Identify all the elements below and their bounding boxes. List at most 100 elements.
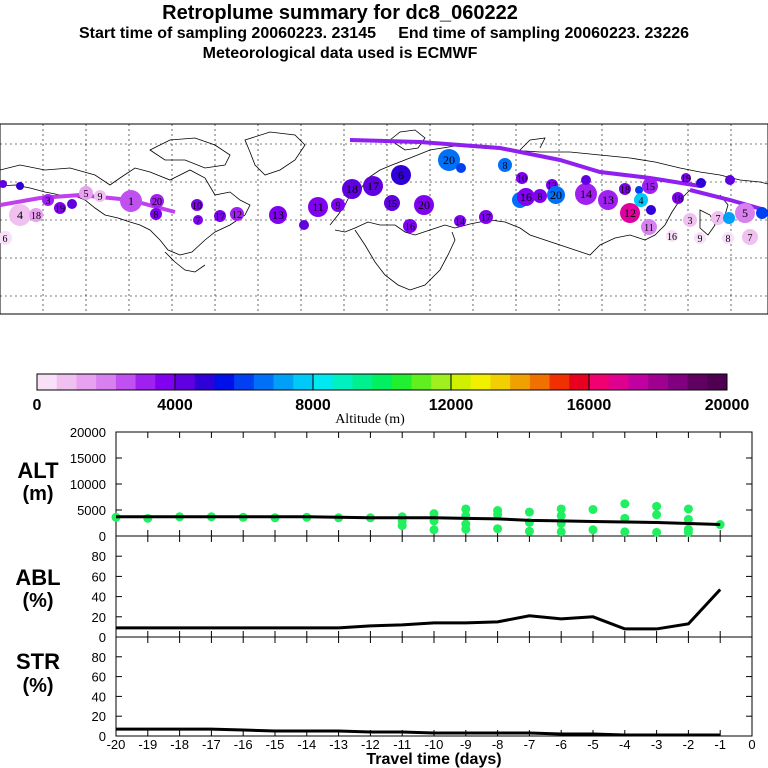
- colorbar-cell: [628, 374, 649, 390]
- trajectory-cluster: [581, 175, 591, 185]
- x-tick-label: -10: [425, 737, 444, 752]
- alt-median-line: [116, 515, 721, 527]
- trajectory-cluster: [634, 193, 648, 207]
- trajectory-cluster: [230, 207, 244, 221]
- trajectory-cluster: [438, 149, 460, 171]
- alt-cluster-point: [652, 510, 662, 520]
- trajectory-cluster: [16, 182, 24, 190]
- trajectory-cluster: [0, 180, 7, 188]
- colorbar-cell: [411, 374, 432, 390]
- trajectory-cluster: [479, 210, 493, 224]
- alt-cluster-point: [652, 527, 662, 537]
- x-axis-label: Travel time (days): [366, 751, 501, 768]
- cluster-label: 1: [128, 194, 134, 208]
- trajectory-cluster: [54, 202, 66, 214]
- trajectory-cluster: [299, 220, 309, 230]
- trajectory-cluster: [742, 229, 758, 245]
- trajectory-cluster: [725, 175, 735, 185]
- trajectory-cluster: [456, 163, 466, 173]
- alt-cluster-point: [683, 504, 693, 514]
- cluster-label: 3: [46, 196, 51, 207]
- trajectory-cluster: [414, 195, 434, 215]
- y-tick-label: 5000: [77, 503, 106, 518]
- colorbar-cell: [687, 374, 708, 390]
- y-tick-label: 10000: [70, 477, 106, 492]
- abl-panel-unit: (%): [22, 590, 53, 612]
- alt-cluster-point: [620, 527, 630, 537]
- cluster-label: 15: [645, 182, 655, 193]
- x-tick-label: -14: [297, 737, 316, 752]
- cluster-label: 9: [698, 234, 703, 245]
- cluster-label: 20: [550, 188, 562, 202]
- cluster-label: 3: [688, 216, 693, 227]
- cluster-label: 20: [443, 153, 455, 167]
- alt-cluster-point: [588, 504, 598, 514]
- trajectory-cluster: [722, 232, 734, 244]
- colorbar-tick-label: 0: [33, 397, 42, 414]
- x-tick-label: -18: [170, 737, 189, 752]
- trajectory-cluster: [696, 178, 706, 188]
- cluster-label: 6: [398, 168, 404, 182]
- cluster-label: 6: [3, 234, 8, 245]
- trajectory-cluster: [331, 198, 345, 212]
- colorbar-cell: [510, 374, 531, 390]
- x-axis-ticks: -20 -19 -18 -17 -16 -15 -14 -13 -12 -11 -10 -9 -8 -7-…: [107, 432, 756, 752]
- trajectory-cluster: [67, 199, 77, 209]
- colorbar-cell: [451, 374, 472, 390]
- cluster-label: 8: [726, 234, 731, 245]
- trajectory-cluster: [269, 206, 287, 224]
- alt-cluster-point: [588, 525, 598, 535]
- colorbar-cell: [194, 374, 215, 390]
- colorbar-ticks: 0 4000 8000 12000 16000 20000: [33, 374, 749, 414]
- cluster-label: 7: [716, 214, 721, 225]
- colorbar-cells: [37, 374, 728, 390]
- cluster-label: 5: [84, 189, 89, 200]
- trajectory-cluster: [694, 232, 706, 244]
- colorbar-cell: [115, 374, 137, 390]
- cluster-label: 18: [31, 211, 41, 222]
- x-tick-label: -4: [619, 737, 631, 752]
- alt-cluster-point: [397, 521, 407, 531]
- x-tick-label: -20: [107, 737, 126, 752]
- y-tick-label: 60: [92, 670, 106, 685]
- met-data-note: Meteorological data used is ECMWF: [202, 45, 478, 62]
- trajectory-cluster: [29, 208, 43, 222]
- cluster-label: 19: [55, 204, 65, 215]
- colorbar-cell: [470, 374, 491, 390]
- colorbar-cell: [372, 374, 393, 390]
- trajectory-cluster: [681, 173, 691, 183]
- trajectory-cluster: [642, 178, 658, 194]
- colorbar-cell: [589, 374, 610, 390]
- x-tick-label: -6: [555, 737, 567, 752]
- colorbar-cell: [332, 374, 353, 390]
- trajectory-cluster: [620, 203, 640, 223]
- cluster-label: 8: [154, 210, 159, 221]
- alt-cluster-point: [493, 510, 503, 520]
- cluster-label: 5: [742, 206, 748, 220]
- trajectory-cluster: [635, 186, 643, 194]
- y-tick-label: 40: [92, 689, 106, 704]
- trajectory-cluster: [533, 189, 547, 203]
- colorbar-cell: [175, 374, 196, 390]
- colorbar-cell: [37, 374, 58, 390]
- str-panel-unit: (%): [22, 675, 53, 697]
- x-tick-label: -13: [329, 737, 348, 752]
- altitude-colorbar: 0 4000 8000 12000 16000 20000 Altitude (m): [33, 373, 749, 427]
- y-tick-label: 40: [92, 590, 106, 605]
- trajectory-cluster: [683, 213, 697, 227]
- y-axis-ticks: 0 5000 10000 15000 20000 0 20 40 60 80 0 20 40 60 80: [70, 425, 752, 744]
- y-tick-label: 0: [99, 529, 106, 544]
- trajectory-cluster: [666, 230, 678, 242]
- trajectory-cluster: [191, 199, 203, 211]
- trajectory-cluster: [498, 158, 512, 172]
- colorbar-cell: [490, 374, 511, 390]
- trajectory-cluster: [454, 215, 466, 227]
- sampling-times: Start time of sampling 20060223. 23145 E…: [78, 25, 690, 42]
- cluster-label: 14: [455, 217, 465, 228]
- chart-title: Retroplume summary for dc8_060222: [162, 2, 518, 24]
- y-tick-label: 20: [92, 610, 106, 625]
- colorbar-cell: [313, 374, 334, 390]
- trajectory-cluster: [756, 207, 768, 219]
